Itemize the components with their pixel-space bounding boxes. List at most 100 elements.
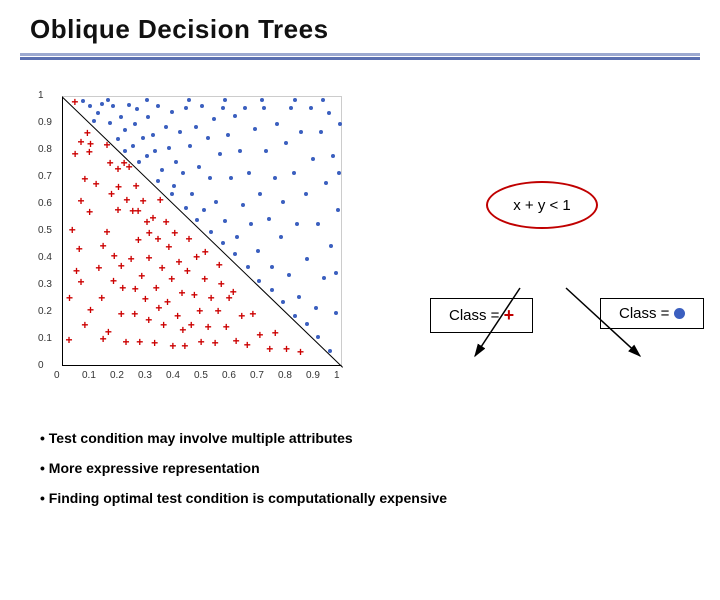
plus-marker: + [123, 338, 130, 346]
plus-marker: + [233, 337, 240, 345]
dot-marker [336, 208, 340, 212]
dot-marker [233, 252, 237, 256]
plus-marker: + [118, 310, 125, 318]
dot-marker [264, 149, 268, 153]
dot-marker [223, 98, 227, 102]
dot-marker [309, 106, 313, 110]
dot-marker [257, 279, 261, 283]
y-tick-label: 0.1 [38, 333, 52, 344]
plus-marker: + [216, 261, 223, 269]
plus-marker: + [100, 242, 107, 250]
plus-marker: + [132, 285, 139, 293]
plus-icon: + [504, 305, 515, 325]
dot-marker [284, 141, 288, 145]
dot-marker [127, 103, 131, 107]
plus-marker: + [193, 253, 200, 261]
dot-marker [293, 98, 297, 102]
dot-marker [322, 276, 326, 280]
plus-marker: + [169, 342, 176, 350]
plus-marker: + [160, 321, 167, 329]
bullet-item: More expressive representation [40, 460, 447, 476]
dot-marker [116, 137, 120, 141]
dot-marker [273, 176, 277, 180]
plus-marker: + [175, 258, 182, 266]
plus-marker: + [163, 218, 170, 226]
dot-marker [311, 157, 315, 161]
dot-marker [295, 222, 299, 226]
dot-marker [181, 171, 185, 175]
dot-marker [100, 102, 104, 106]
dot-marker [190, 192, 194, 196]
dot-marker [92, 119, 96, 123]
dot-marker [235, 235, 239, 239]
dot-marker [108, 121, 112, 125]
plus-marker: + [168, 275, 175, 283]
x-tick-label: 0.8 [278, 370, 292, 381]
dot-marker [270, 288, 274, 292]
divider-top [20, 53, 700, 56]
dot-marker [167, 146, 171, 150]
dot-icon [674, 308, 685, 319]
dot-marker [247, 171, 251, 175]
dot-marker [137, 160, 141, 164]
plus-marker: + [95, 264, 102, 272]
dot-marker [305, 257, 309, 261]
plus-marker: + [155, 304, 162, 312]
plus-marker: + [186, 235, 193, 243]
y-tick-label: 0.8 [38, 144, 52, 155]
plus-marker: + [164, 298, 171, 306]
plus-marker: + [135, 236, 142, 244]
plus-marker: + [146, 229, 153, 237]
dot-marker [96, 111, 100, 115]
dot-marker [258, 192, 262, 196]
dot-marker [223, 219, 227, 223]
x-tick-label: 0.9 [306, 370, 320, 381]
plus-marker: + [201, 275, 208, 283]
plus-marker: + [105, 328, 112, 336]
dot-marker [156, 104, 160, 108]
dot-marker [206, 136, 210, 140]
plus-marker: + [71, 98, 78, 106]
dot-marker [208, 176, 212, 180]
tree-root-node: x + y < 1 [486, 181, 598, 229]
bullet-list: Test condition may involve multiple attr… [40, 430, 447, 520]
dot-marker [334, 311, 338, 315]
dot-marker [327, 111, 331, 115]
dot-marker [279, 235, 283, 239]
dot-marker [241, 203, 245, 207]
plus-marker: + [154, 235, 161, 243]
dot-marker [221, 241, 225, 245]
dot-marker [172, 184, 176, 188]
plus-marker: + [171, 229, 178, 237]
plus-marker: + [157, 196, 164, 204]
x-tick-label: 0.7 [250, 370, 264, 381]
dot-marker [275, 122, 279, 126]
plus-marker: + [104, 141, 111, 149]
plus-marker: + [131, 310, 138, 318]
dot-marker [184, 106, 188, 110]
dot-marker [146, 115, 150, 119]
dot-marker [214, 200, 218, 204]
plus-marker: + [93, 180, 100, 188]
plus-marker: + [218, 280, 225, 288]
dot-marker [253, 127, 257, 131]
plus-marker: + [145, 316, 152, 324]
dot-marker [331, 154, 335, 158]
plus-marker: + [110, 277, 117, 285]
dot-marker [233, 114, 237, 118]
plus-marker: + [153, 284, 160, 292]
plus-marker: + [256, 331, 263, 339]
dot-marker [212, 117, 216, 121]
y-tick-label: 0 [38, 360, 44, 371]
plus-marker: + [77, 278, 84, 286]
dot-marker [174, 160, 178, 164]
y-tick-label: 0.9 [38, 117, 52, 128]
dot-marker [260, 98, 264, 102]
dot-marker [160, 168, 164, 172]
x-tick-label: 0.1 [82, 370, 96, 381]
dot-marker [287, 273, 291, 277]
plus-marker: + [118, 262, 125, 270]
plus-marker: + [108, 190, 115, 198]
dot-marker [281, 300, 285, 304]
plus-marker: + [81, 175, 88, 183]
